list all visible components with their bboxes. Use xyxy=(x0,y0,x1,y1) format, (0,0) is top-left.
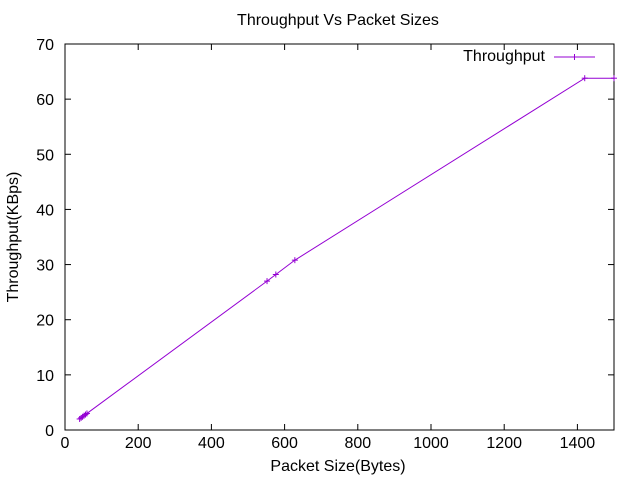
x-axis-label: Packet Size(Bytes) xyxy=(270,458,405,475)
x-tick-label: 400 xyxy=(198,435,225,452)
y-tick-label: 20 xyxy=(36,313,54,330)
data-point xyxy=(581,75,588,82)
data-point xyxy=(272,271,279,278)
data-point xyxy=(291,257,298,264)
x-tick-label: 200 xyxy=(125,435,152,452)
x-tick-label: 1400 xyxy=(560,435,596,452)
x-tick-label: 1200 xyxy=(486,435,522,452)
legend: Throughput xyxy=(463,48,595,65)
y-tick-label: 70 xyxy=(36,37,54,54)
y-tick-label: 50 xyxy=(36,147,54,164)
x-tick-label: 600 xyxy=(271,435,298,452)
plot-area: 0 200 400 600 800 1000 1200 1400 0 10 20 30 40 50 60 70 xyxy=(36,37,617,452)
plot-frame xyxy=(64,43,615,431)
series-line xyxy=(79,77,614,420)
chart-title: Throughput Vs Packet Sizes xyxy=(237,12,439,29)
y-tick-label: 60 xyxy=(36,92,54,109)
data-point xyxy=(82,411,89,418)
y-tick-label: 40 xyxy=(36,202,54,219)
data-point xyxy=(83,410,90,417)
x-tick-label: 0 xyxy=(61,435,70,452)
y-tick-label: 30 xyxy=(36,258,54,275)
y-tick-label: 0 xyxy=(45,423,54,440)
y-axis-label: Throughput(KBps) xyxy=(5,172,22,303)
legend-label: Throughput xyxy=(463,48,545,65)
data-point xyxy=(611,75,617,82)
y-tick-label: 10 xyxy=(36,368,54,385)
data-point xyxy=(264,278,271,285)
x-tick-label: 800 xyxy=(344,435,371,452)
x-tick-label: 1000 xyxy=(413,435,449,452)
legend-swatch-marker xyxy=(571,54,578,60)
